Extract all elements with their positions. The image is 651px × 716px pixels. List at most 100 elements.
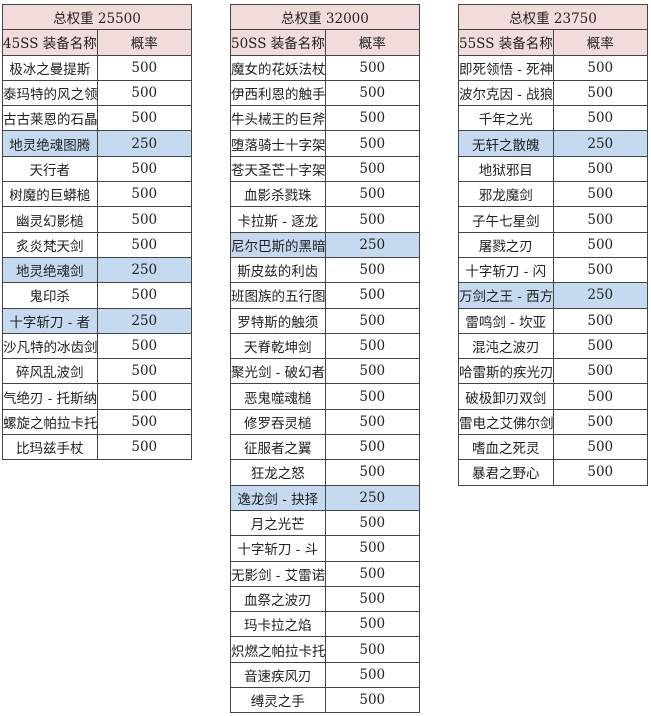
equipment-name-cell: 斯皮兹的利齿 <box>230 256 326 284</box>
equipment-name-cell: 气绝刃 - 托斯纳罗根 <box>2 383 98 410</box>
equipment-name-cell: 尼尔巴斯的黑暗战镰 <box>230 231 326 258</box>
table-row: 玛卡拉之焰 500 <box>230 611 420 638</box>
table-row: 十字斩刀 - 斗 500 <box>230 535 420 562</box>
rate-cell: 500 <box>552 408 648 436</box>
equipment-table-50ss: 总权重 32000 50SS 装备名称 概率 魔女的花妖法杖 500 伊西利恩的触手 500… <box>230 3 420 714</box>
rate-cell: 500 <box>324 611 420 638</box>
rate-cell: 500 <box>552 231 648 258</box>
equipment-name-cell: 树魔的巨蟒槌 <box>2 181 98 208</box>
table-row: 天脊乾坤剑 500 <box>230 332 420 360</box>
name-column-header: 50SS 装备名称 <box>230 29 326 56</box>
table-row: 屠戮之刃 500 <box>458 231 648 258</box>
rate-cell: 500 <box>324 661 420 689</box>
equipment-name-cell: 征服者之翼 <box>230 434 326 461</box>
equipment-name-cell: 地狱邪目 <box>458 155 554 183</box>
equipment-name-cell: 牛头械王的巨斧 <box>230 105 326 132</box>
table-row: 月之光芒 500 <box>230 509 420 537</box>
total-weight-row: 总权重 23750 <box>458 3 648 31</box>
total-weight-row: 总权重 32000 <box>230 3 420 31</box>
table-row: 嗜血之死灵 500 <box>458 434 648 461</box>
table-row: 堕落骑士十字架 500 <box>230 130 420 157</box>
table-row: 螺旋之帕拉卡托 500 <box>2 408 192 436</box>
rate-cell: 500 <box>552 181 648 208</box>
rate-cell: 500 <box>96 54 192 81</box>
table-row: 无影剑 - 艾雷诺 500 <box>230 560 420 587</box>
table-row: 地灵绝魂图腾 250 <box>2 130 192 157</box>
rate-cell: 500 <box>96 383 192 410</box>
table-row: 卡拉斯 - 逐龙 500 <box>230 206 420 233</box>
equipment-name-cell: 万剑之王 - 西方之焰 <box>458 282 554 309</box>
equipment-name-cell: 比玛兹手杖 <box>2 434 98 461</box>
rate-cell: 500 <box>552 105 648 132</box>
table-row: 幽灵幻影槌 500 <box>2 206 192 233</box>
rate-cell: 500 <box>96 231 192 258</box>
rate-cell: 500 <box>324 358 420 385</box>
rate-cell: 500 <box>96 181 192 208</box>
table-row: 天行者 500 <box>2 155 192 183</box>
equipment-name-cell: 卡拉斯 - 逐龙 <box>230 206 326 233</box>
rate-cell: 500 <box>324 181 420 208</box>
equipment-name-cell: 即死领悟 - 死神之镰 <box>458 54 554 81</box>
total-weight-header: 总权重 23750 <box>458 3 648 31</box>
rate-cell: 500 <box>96 332 192 360</box>
equipment-name-cell: 地灵绝魂剑 <box>2 256 98 284</box>
equipment-name-cell: 血祭之波刃 <box>230 585 326 613</box>
equipment-name-cell: 鬼印杀 <box>2 282 98 309</box>
rate-cell: 500 <box>552 383 648 410</box>
equipment-name-cell: 十字斩刀 - 者 <box>2 307 98 334</box>
table-row: 恶鬼噬魂槌 500 <box>230 383 420 410</box>
rate-cell: 500 <box>324 79 420 107</box>
table-row: 邪龙魔剑 500 <box>458 181 648 208</box>
rate-cell: 500 <box>96 358 192 385</box>
rate-cell: 500 <box>324 408 420 436</box>
rate-cell: 500 <box>96 155 192 183</box>
table-row: 血影杀戮珠 500 <box>230 181 420 208</box>
total-weight-header: 总权重 25500 <box>2 3 192 31</box>
rate-cell: 250 <box>324 484 420 511</box>
total-weight-row: 总权重 25500 <box>2 3 192 31</box>
rate-cell: 500 <box>96 105 192 132</box>
rate-cell: 500 <box>552 54 648 81</box>
equipment-name-cell: 修罗吞灵槌 <box>230 408 326 436</box>
rate-cell: 500 <box>324 509 420 537</box>
rate-cell: 250 <box>552 282 648 309</box>
rate-cell: 500 <box>552 434 648 461</box>
equipment-name-cell: 恶鬼噬魂槌 <box>230 383 326 410</box>
equipment-name-cell: 哈雷斯的疾光刃 <box>458 358 554 385</box>
rate-cell: 500 <box>324 256 420 284</box>
table-row: 比玛兹手杖 500 <box>2 434 192 461</box>
table-row: 波尔克因 - 战狼 500 <box>458 79 648 107</box>
equipment-name-cell: 破极卸刃双剑 <box>458 383 554 410</box>
rate-cell: 500 <box>96 206 192 233</box>
rate-cell: 500 <box>552 307 648 334</box>
rate-column-header: 概率 <box>96 29 192 56</box>
equipment-name-cell: 地灵绝魂图腾 <box>2 130 98 157</box>
rate-cell: 500 <box>324 155 420 183</box>
equipment-name-cell: 泰玛特的风之领域 <box>2 79 98 107</box>
table-row: 泰玛特的风之领域500 <box>2 79 192 107</box>
rate-cell: 500 <box>552 459 648 486</box>
rate-cell: 500 <box>324 54 420 81</box>
table-row: 十字斩刀 - 闪 500 <box>458 256 648 284</box>
equipment-name-cell: 天行者 <box>2 155 98 183</box>
equipment-name-cell: 混沌之波刃 <box>458 332 554 360</box>
rate-cell: 250 <box>324 231 420 258</box>
equipment-name-cell: 血影杀戮珠 <box>230 181 326 208</box>
table-row: 气绝刃 - 托斯纳罗根500 <box>2 383 192 410</box>
equipment-name-cell: 炙炎梵天剑 <box>2 231 98 258</box>
table-row: 古古莱恩的石晶图腾500 <box>2 105 192 132</box>
table-row: 鬼印杀 500 <box>2 282 192 309</box>
table-row: 班图族的五行图腾500 <box>230 282 420 309</box>
equipment-name-cell: 天脊乾坤剑 <box>230 332 326 360</box>
equipment-name-cell: 千年之光 <box>458 105 554 132</box>
equipment-name-cell: 波尔克因 - 战狼 <box>458 79 554 107</box>
table-row: 炽燃之帕拉卡托 500 <box>230 636 420 663</box>
name-column-header: 55SS 装备名称 <box>458 29 554 56</box>
table-row: 混沌之波刃 500 <box>458 332 648 360</box>
equipment-name-cell: 炽燃之帕拉卡托 <box>230 636 326 663</box>
column-header-row: 45SS 装备名称 概率 <box>2 29 192 56</box>
rate-cell: 500 <box>324 636 420 663</box>
equipment-name-cell: 嗜血之死灵 <box>458 434 554 461</box>
equipment-name-cell: 逸龙剑 - 抉择 <box>230 484 326 511</box>
equipment-name-cell: 古古莱恩的石晶图腾 <box>2 105 98 132</box>
